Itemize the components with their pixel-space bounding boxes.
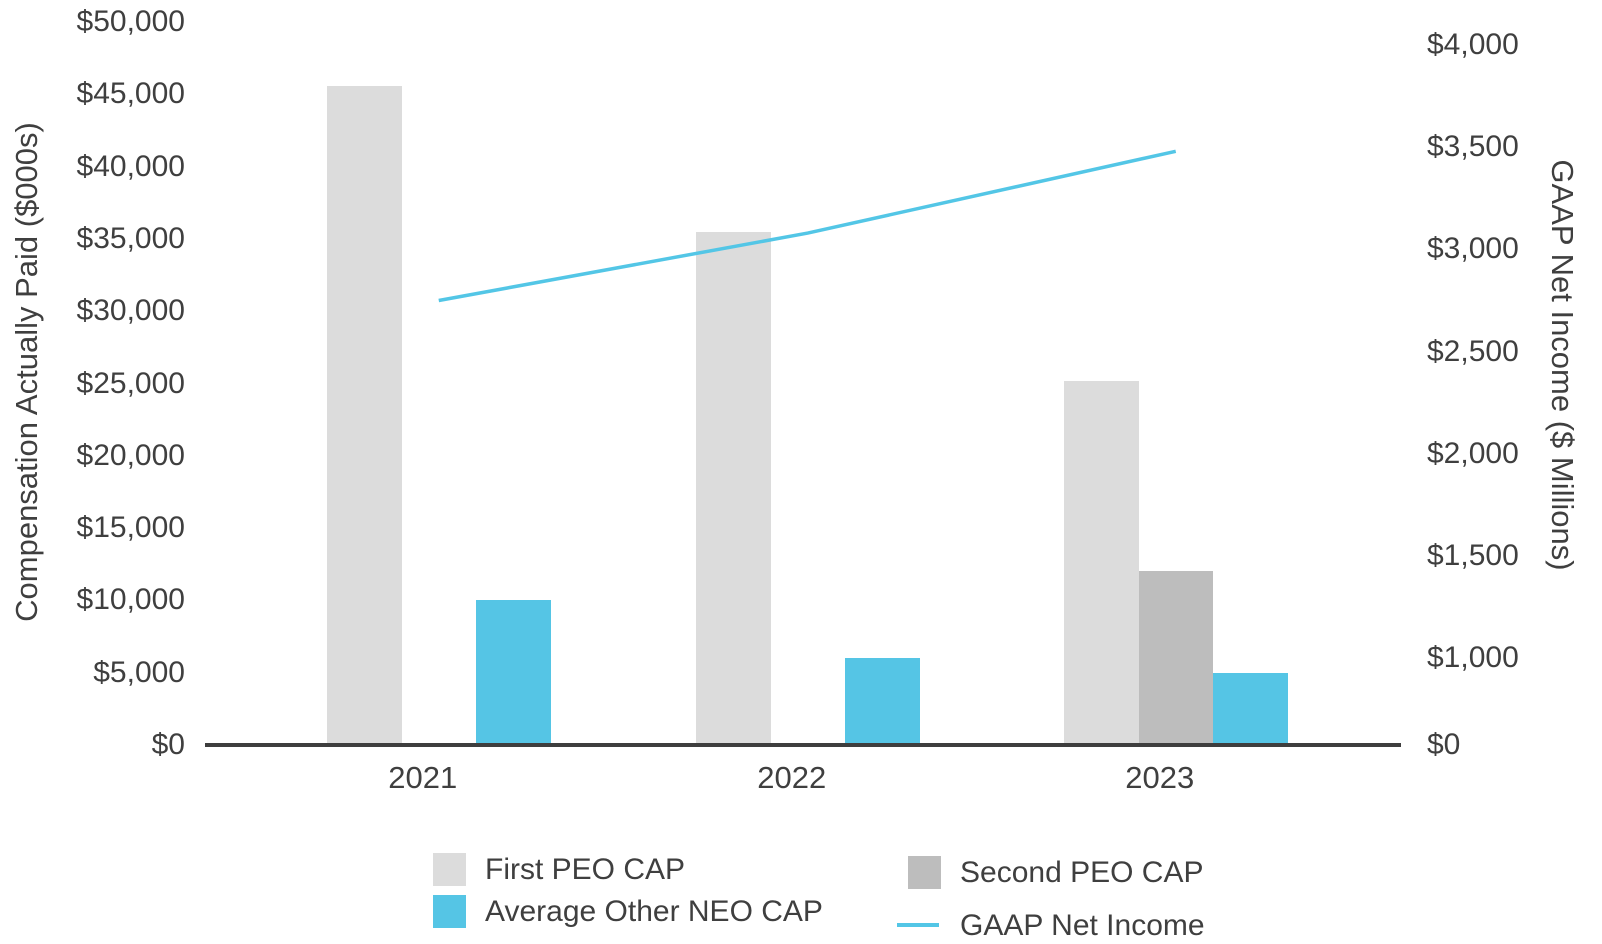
left-axis-tick: $50,000 xyxy=(76,5,185,38)
legend-swatch-average-other-neo-cap xyxy=(433,895,466,928)
legend-label-second-peo-cap: Second PEO CAP xyxy=(960,856,1204,889)
legend-swatch-first-peo-cap xyxy=(433,853,466,886)
right-axis-tick: $2,500 xyxy=(1427,334,1519,368)
left-axis-tick: $35,000 xyxy=(76,221,185,255)
bar-first-peo-cap-2022 xyxy=(696,231,771,745)
left-axis-tick: $0 xyxy=(151,728,185,761)
right-axis-tick: $4,000 xyxy=(1427,28,1519,61)
bar-first-peo-cap-2021 xyxy=(327,85,402,745)
x-axis-label-2023: 2023 xyxy=(1125,760,1195,795)
bar-average-other-neo-cap-2021 xyxy=(476,600,551,745)
left-axis-tick: $20,000 xyxy=(76,438,185,472)
bar-first-peo-cap-2023 xyxy=(1064,380,1139,745)
legend-swatch-gaap-net-income-line xyxy=(897,923,939,927)
bar-average-other-neo-cap-2022 xyxy=(845,658,920,745)
right-axis-title: GAAP Net Income ($ Millions) xyxy=(1545,159,1580,571)
x-axis-label-2021: 2021 xyxy=(388,760,458,795)
x-axis-label-2022: 2022 xyxy=(757,760,827,795)
legend-swatch-second-peo-cap xyxy=(908,856,941,889)
left-axis-tick: $25,000 xyxy=(76,366,185,400)
right-axis-tick: $1,500 xyxy=(1427,539,1519,572)
right-axis-tick: $3,000 xyxy=(1427,232,1519,266)
bar-average-other-neo-cap-2023 xyxy=(1213,672,1288,745)
legend-label-gaap-net-income: GAAP Net Income xyxy=(960,909,1205,942)
left-axis-tick: $15,000 xyxy=(76,511,185,545)
left-axis-tick: $40,000 xyxy=(76,149,185,183)
bar-second-peo-cap-2023 xyxy=(1138,571,1213,745)
left-axis-tick: $45,000 xyxy=(76,77,185,111)
right-axis-tick: $1,000 xyxy=(1427,641,1519,675)
left-axis-tick: $5,000 xyxy=(93,655,185,689)
legend-label-first-peo-cap: First PEO CAP xyxy=(485,853,686,886)
left-axis-tick: $30,000 xyxy=(76,294,185,328)
x-axis-line xyxy=(205,743,1401,747)
legend-label-average-other-neo-cap: Average Other NEO CAP xyxy=(485,895,823,928)
right-axis-tick: $2,000 xyxy=(1427,436,1519,470)
left-axis-tick: $10,000 xyxy=(76,583,185,617)
gaap-net-income-line xyxy=(438,149,1177,303)
right-axis-tick: $3,500 xyxy=(1427,130,1519,164)
right-axis-tick: $0 xyxy=(1427,728,1461,761)
